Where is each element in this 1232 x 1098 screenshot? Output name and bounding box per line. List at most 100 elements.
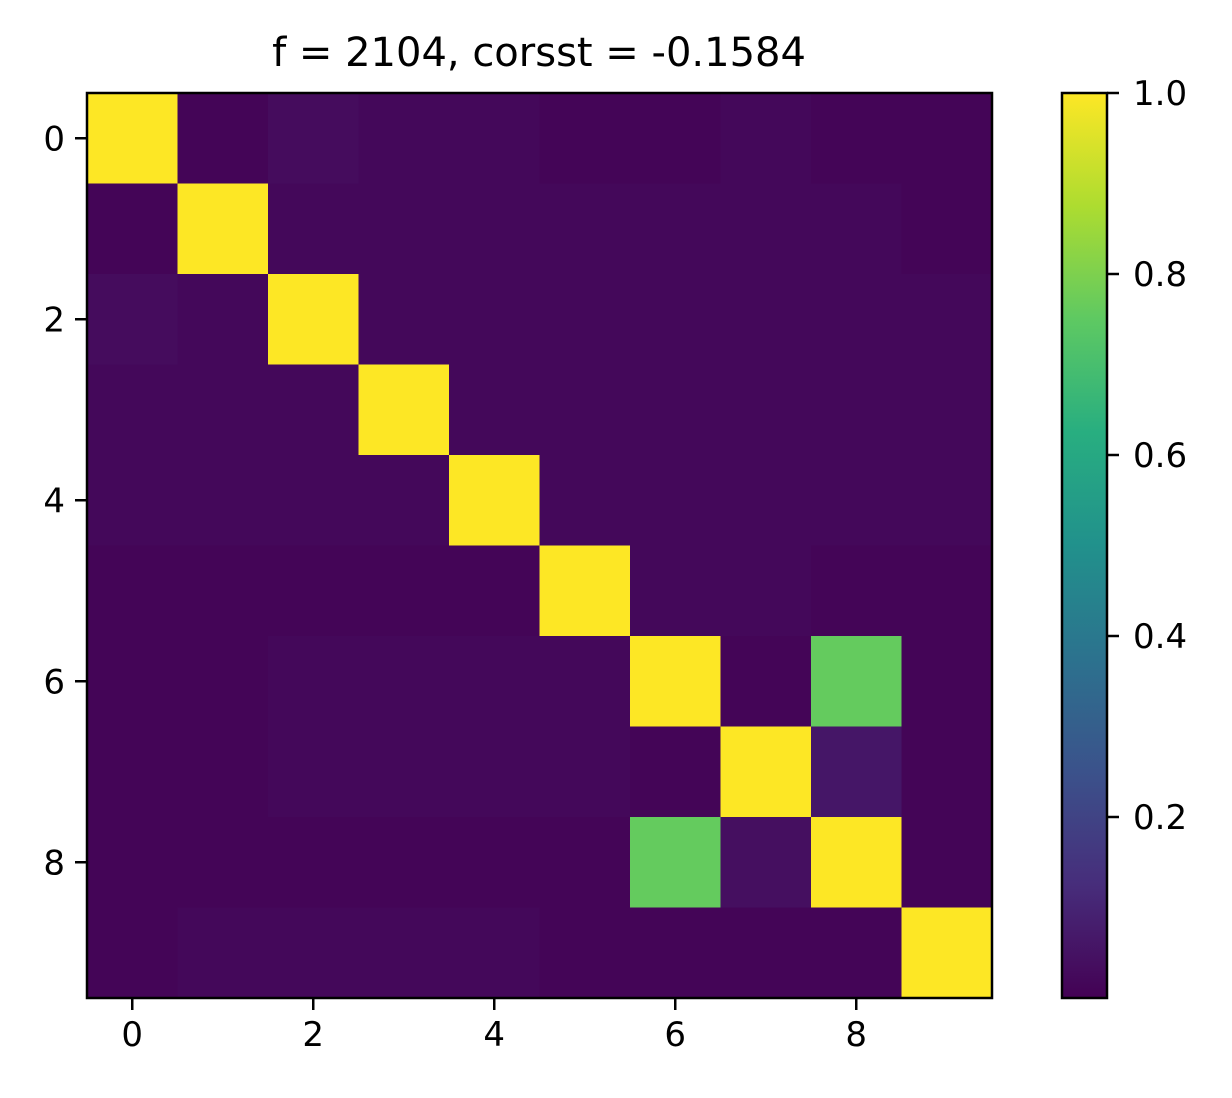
heatmap-cell-r6-c5 <box>539 636 631 728</box>
heatmap-cell-r4-c8 <box>811 455 903 547</box>
heatmap-cell-r5-c3 <box>358 545 450 637</box>
heatmap-cell-r7-c3 <box>358 726 450 818</box>
heatmap-cell-r1-c4 <box>449 183 541 275</box>
heatmap-cell-r2-c0 <box>87 274 179 366</box>
heatmap-cell-r9-c4 <box>449 907 541 999</box>
heatmap-cell-r1-c3 <box>358 183 450 275</box>
heatmap-cell-r1-c5 <box>539 183 631 275</box>
colorbar-tick-label: 0.2 <box>1133 798 1187 838</box>
heatmap-cell-r7-c6 <box>630 726 722 818</box>
x-tick-label: 0 <box>121 1015 143 1055</box>
heatmap-cell-r9-c5 <box>539 907 631 999</box>
heatmap-cell-r5-c6 <box>630 545 722 637</box>
heatmap-cell-r0-c8 <box>811 93 903 185</box>
heatmap-cell-r0-c4 <box>449 93 541 185</box>
x-tick-label: 2 <box>302 1015 324 1055</box>
heatmap-cell-r0-c1 <box>177 93 269 185</box>
heatmap-cell-r6-c4 <box>449 636 541 728</box>
heatmap-cell-r7-c7 <box>720 726 812 818</box>
y-axis-ticks: 0 2 4 6 8 <box>43 119 87 883</box>
heatmap-cell-r1-c2 <box>268 183 360 275</box>
heatmap-cell-r5-c7 <box>720 545 812 637</box>
heatmap-cell-r8-c3 <box>358 817 450 909</box>
heatmap-cell-r6-c0 <box>87 636 179 728</box>
heatmap-cell-r1-c1 <box>177 183 269 275</box>
heatmap-cell-r9-c3 <box>358 907 450 999</box>
heatmap-cell-r1-c9 <box>901 183 993 275</box>
heatmap-cell-r3-c9 <box>901 364 993 456</box>
heatmap-cell-r3-c5 <box>539 364 631 456</box>
heatmap-cell-r2-c1 <box>177 274 269 366</box>
heatmap-cell-r4-c1 <box>177 455 269 547</box>
heatmap-cell-r4-c2 <box>268 455 360 547</box>
heatmap-cell-r8-c6 <box>630 817 722 909</box>
y-tick-label: 0 <box>43 119 65 159</box>
heatmap-cell-r6-c7 <box>720 636 812 728</box>
heatmap-cell-r9-c0 <box>87 907 179 999</box>
heatmap-cell-r5-c0 <box>87 545 179 637</box>
heatmap-cell-r2-c5 <box>539 274 631 366</box>
heatmap-cell-r4-c9 <box>901 455 993 547</box>
heatmap-cell-r2-c7 <box>720 274 812 366</box>
heatmap-cell-r9-c9 <box>901 907 993 999</box>
plot-frame <box>85 91 994 1000</box>
heatmap-cell-r3-c4 <box>449 364 541 456</box>
x-tick-label: 4 <box>483 1015 505 1055</box>
colorbar-ticks: 0.2 0.4 0.6 0.8 1.0 <box>1107 74 1187 838</box>
heatmap-cell-r9-c6 <box>630 907 722 999</box>
heatmap-cell-r8-c4 <box>449 817 541 909</box>
heatmap-cell-r5-c2 <box>268 545 360 637</box>
heatmap-cell-r8-c5 <box>539 817 631 909</box>
y-tick-label: 6 <box>43 662 65 702</box>
heatmap-cell-r3-c2 <box>268 364 360 456</box>
heatmap-cell-r4-c0 <box>87 455 179 547</box>
heatmap-cell-r0-c3 <box>358 93 450 185</box>
heatmap-cell-r2-c3 <box>358 274 450 366</box>
chart-title: f = 2104, corsst = -0.1584 <box>272 30 806 76</box>
heatmap-cell-r2-c6 <box>630 274 722 366</box>
heatmap-cell-r1-c6 <box>630 183 722 275</box>
heatmap-cell-r6-c3 <box>358 636 450 728</box>
heatmap-cell-r8-c0 <box>87 817 179 909</box>
heatmap-cell-r3-c0 <box>87 364 179 456</box>
heatmap-cell-r4-c4 <box>449 455 541 547</box>
heatmap-cell-r7-c0 <box>87 726 179 818</box>
heatmap-cell-r7-c8 <box>811 726 903 818</box>
heatmap-cell-r9-c2 <box>268 907 360 999</box>
heatmap-cell-r8-c7 <box>720 817 812 909</box>
heatmap-cell-r2-c2 <box>268 274 360 366</box>
heatmap-cell-r9-c8 <box>811 907 903 999</box>
heatmap-cell-r7-c2 <box>268 726 360 818</box>
heatmap-cells <box>87 93 993 999</box>
heatmap-cell-r1-c0 <box>87 183 179 275</box>
heatmap-cell-r0-c2 <box>268 93 360 185</box>
heatmap-cell-r4-c3 <box>358 455 450 547</box>
colorbar-tick-label: 1.0 <box>1133 74 1187 114</box>
heatmap-cell-r7-c1 <box>177 726 269 818</box>
heatmap-cell-r3-c7 <box>720 364 812 456</box>
heatmap-cell-r5-c5 <box>539 545 631 637</box>
x-tick-label: 8 <box>845 1015 867 1055</box>
y-tick-label: 8 <box>43 843 65 883</box>
heatmap-cell-r2-c8 <box>811 274 903 366</box>
heatmap-cell-r6-c1 <box>177 636 269 728</box>
heatmap-cell-r7-c5 <box>539 726 631 818</box>
heatmap-cell-r1-c7 <box>720 183 812 275</box>
heatmap-cell-r0-c5 <box>539 93 631 185</box>
heatmap-cell-r7-c4 <box>449 726 541 818</box>
heatmap-cell-r5-c4 <box>449 545 541 637</box>
heatmap-cell-r3-c3 <box>358 364 450 456</box>
colorbar-tick-label: 0.6 <box>1133 436 1187 476</box>
heatmap-cell-r1-c8 <box>811 183 903 275</box>
colorbar-tick-label: 0.4 <box>1133 617 1187 657</box>
heatmap-cell-r8-c8 <box>811 817 903 909</box>
heatmap-cell-r5-c1 <box>177 545 269 637</box>
heatmap-cell-r3-c1 <box>177 364 269 456</box>
heatmap-cell-r6-c2 <box>268 636 360 728</box>
heatmap-cell-r6-c9 <box>901 636 993 728</box>
heatmap-cell-r0-c7 <box>720 93 812 185</box>
heatmap-cell-r9-c7 <box>720 907 812 999</box>
x-axis-ticks: 0 2 4 6 8 <box>121 998 867 1055</box>
heatmap-cell-r9-c1 <box>177 907 269 999</box>
